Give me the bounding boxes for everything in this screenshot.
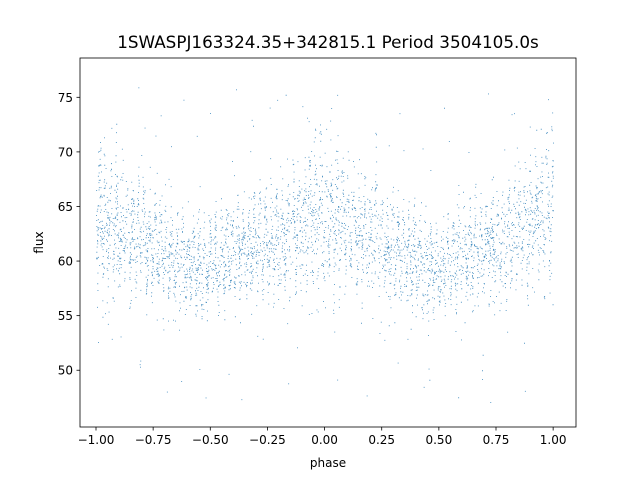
y-tick-label: 70	[58, 145, 73, 159]
plot-area	[79, 57, 577, 428]
x-tick-label: 0.50	[425, 433, 452, 447]
y-tick-label: 60	[58, 255, 73, 269]
x-tick-label: 0.75	[483, 433, 510, 447]
x-tick-label: −0.50	[192, 433, 229, 447]
x-tick-label: −0.75	[135, 433, 172, 447]
x-tick-label: −1.00	[78, 433, 115, 447]
x-tick-label: 0.25	[368, 433, 395, 447]
data-points	[96, 87, 554, 403]
x-tick-label: 1.00	[540, 433, 567, 447]
scatter-points	[96, 87, 554, 403]
chart-title: 1SWASPJ163324.35+342815.1 Period 3504105…	[117, 32, 539, 52]
x-tick-label: −0.25	[249, 433, 286, 447]
y-tick-label: 55	[58, 309, 73, 323]
y-axis: 50 55 60 65 70 75	[58, 91, 80, 378]
y-tick-label: 65	[58, 200, 73, 214]
y-tick-label: 75	[58, 91, 73, 105]
y-axis-label: flux	[32, 231, 46, 253]
x-tick-label: 0.00	[311, 433, 338, 447]
x-axis: −1.00 −0.75 −0.50 −0.25 0.00 0.25 0.50 0.75 1.00	[78, 427, 567, 447]
x-axis-label: phase	[310, 456, 346, 470]
axes-frame	[79, 57, 577, 428]
y-tick-label: 50	[58, 364, 73, 378]
